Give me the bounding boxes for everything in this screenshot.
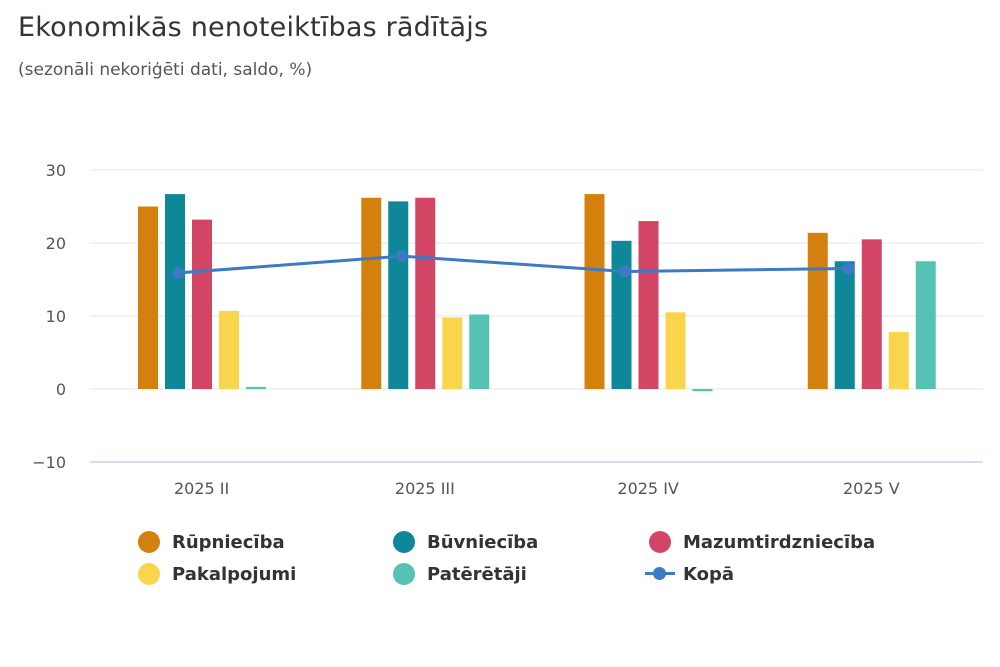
legend-item-kopa[interactable]: Kopā	[645, 560, 734, 588]
legend-label-rupnieciba: Rūpniecība	[172, 531, 285, 553]
legend-item-buvnieciba[interactable]: Būvniecība	[393, 528, 538, 556]
bar-rupnieciba-2025-iv[interactable]	[584, 194, 605, 389]
y-tick-label: 10	[46, 307, 66, 326]
legend-label-buvnieciba: Būvniecība	[427, 531, 539, 553]
bar-pateretaji-2025-iv[interactable]	[692, 389, 713, 392]
legend-label-pakalpojumi: Pakalpojumi	[172, 563, 297, 585]
line-kopa	[178, 254, 849, 275]
legend-marker-pakalpojumi	[138, 563, 160, 585]
y-tick-label: 30	[46, 161, 66, 180]
legend-marker-kopa	[645, 563, 675, 585]
y-tick-label: 0	[56, 380, 66, 399]
bar-buvnieciba-2025-iii[interactable]	[388, 201, 409, 389]
bar-buvnieciba-2025-iv[interactable]	[611, 240, 632, 389]
bar-mazumtirdznieciba-2025-v[interactable]	[861, 239, 882, 389]
legend-item-pateretaji[interactable]: Patērētāji	[393, 560, 527, 588]
point-kopa-2025-v[interactable]	[842, 262, 855, 275]
point-kopa-2025-iv[interactable]	[619, 265, 632, 278]
bar-buvnieciba-2025-v[interactable]	[834, 261, 855, 389]
x-tick-label: 2025 II	[174, 479, 229, 498]
chart-legend: Rūpniecība Būvniecība Mazumtirdzniecība …	[0, 526, 1000, 596]
bar-rupnieciba-2025-v[interactable]	[807, 232, 828, 389]
legend-marker-buvnieciba	[393, 531, 415, 553]
bar-mazumtirdznieciba-2025-iv[interactable]	[638, 221, 659, 389]
bar-pakalpojumi-2025-iii[interactable]	[442, 317, 463, 389]
bar-pakalpojumi-2025-v[interactable]	[888, 332, 909, 389]
legend-label-kopa: Kopā	[683, 563, 735, 585]
point-kopa-2025-iii[interactable]	[395, 250, 408, 263]
bar-pakalpojumi-2025-iv[interactable]	[665, 312, 686, 389]
legend-label-mazumtirdznieciba: Mazumtirdzniecība	[683, 531, 876, 553]
x-tick-label: 2025 V	[843, 479, 900, 498]
x-tick-label: 2025 IV	[617, 479, 679, 498]
legend-item-rupnieciba[interactable]: Rūpniecība	[138, 528, 285, 556]
legend-marker-mazumtirdznieciba	[649, 531, 671, 553]
bar-pateretaji-2025-ii[interactable]	[246, 386, 266, 389]
legend-marker-rupnieciba	[138, 531, 160, 553]
bar-mazumtirdznieciba-2025-iii[interactable]	[415, 197, 436, 389]
chart-title: Ekonomikās nenoteiktības rādītājs	[18, 12, 489, 43]
legend-item-pakalpojumi[interactable]: Pakalpojumi	[138, 560, 296, 588]
legend-item-mazumtirdznieciba[interactable]: Mazumtirdzniecība	[649, 528, 875, 556]
legend-marker-pateretaji	[393, 563, 415, 585]
bar-buvnieciba-2025-ii[interactable]	[165, 194, 185, 389]
y-tick-label: −10	[32, 453, 66, 472]
bar-rupnieciba-2025-ii[interactable]	[138, 206, 158, 390]
bar-mazumtirdznieciba-2025-ii[interactable]	[192, 219, 212, 389]
chart-subtitle: (sezonāli nekoriģēti dati, saldo, %)	[18, 60, 313, 80]
bar-pakalpojumi-2025-ii[interactable]	[219, 310, 239, 389]
point-kopa-2025-ii[interactable]	[172, 266, 185, 279]
x-tick-label: 2025 III	[395, 479, 455, 498]
bar-pateretaji-2025-v[interactable]	[915, 261, 936, 389]
bar-pateretaji-2025-iii[interactable]	[469, 314, 490, 389]
bar-rupnieciba-2025-iii[interactable]	[361, 197, 382, 389]
y-tick-label: 20	[46, 234, 66, 253]
legend-label-pateretaji: Patērētāji	[427, 563, 527, 585]
